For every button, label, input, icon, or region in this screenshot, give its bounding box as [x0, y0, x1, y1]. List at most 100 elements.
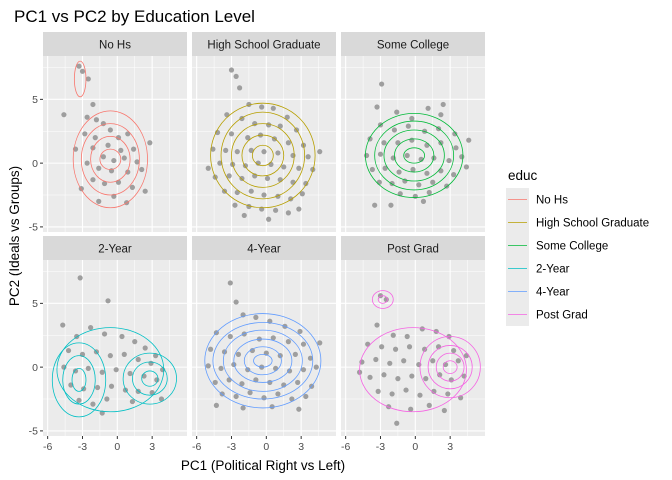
data-point — [76, 63, 82, 69]
data-point — [212, 379, 218, 386]
data-point — [92, 135, 98, 141]
x-tick-label: -3 — [78, 441, 87, 453]
data-point — [383, 296, 389, 303]
panel-background — [341, 56, 485, 232]
density-contours — [204, 313, 322, 409]
data-point — [105, 142, 111, 148]
facet-panel: High School Graduate — [192, 32, 336, 232]
data-point — [111, 157, 117, 164]
data-point — [410, 166, 416, 173]
data-point — [101, 331, 108, 337]
data-point — [205, 165, 211, 171]
data-point — [228, 131, 235, 137]
data-point — [210, 146, 216, 152]
data-point — [134, 159, 140, 165]
data-point — [61, 364, 67, 370]
data-point — [139, 166, 145, 173]
data-point — [255, 160, 261, 166]
density-contour — [231, 123, 295, 188]
data-point — [60, 322, 66, 328]
data-point — [226, 173, 232, 179]
data-point — [235, 351, 242, 357]
data-point — [85, 76, 91, 82]
density-contour — [71, 368, 87, 392]
x-tick-label: -3 — [376, 441, 385, 453]
data-point — [253, 314, 259, 320]
data-point — [389, 391, 395, 397]
points — [60, 275, 166, 416]
data-point — [239, 175, 245, 182]
data-point — [285, 339, 291, 345]
data-point — [228, 67, 235, 73]
data-point — [390, 332, 396, 338]
data-point — [459, 154, 465, 160]
data-point — [205, 363, 211, 369]
panel-background — [192, 56, 336, 232]
facet-strip — [192, 32, 336, 56]
data-point — [307, 355, 314, 361]
legend-item: No Hs — [506, 188, 568, 211]
legend-label: High School Graduate — [536, 218, 649, 230]
data-point — [365, 341, 371, 347]
data-point — [259, 104, 265, 110]
data-point — [451, 347, 457, 354]
data-point — [381, 372, 387, 378]
y-tick-label: -5 — [29, 222, 38, 234]
density-contours — [210, 102, 316, 209]
data-point — [430, 179, 436, 185]
legend-label: 4-Year — [536, 287, 570, 299]
data-point — [268, 161, 274, 168]
density-contour — [132, 361, 168, 396]
data-point — [455, 358, 461, 364]
data-point — [232, 202, 238, 208]
data-point — [231, 361, 237, 368]
x-tick-label: 3 — [447, 441, 453, 453]
data-point — [226, 377, 232, 383]
data-point — [394, 420, 400, 426]
data-point — [463, 164, 470, 170]
data-point — [65, 347, 72, 354]
x-tick-label: 3 — [298, 441, 304, 453]
data-point — [376, 179, 382, 185]
data-point — [300, 341, 307, 347]
data-point — [281, 164, 287, 170]
density-contour — [251, 144, 274, 167]
gridlines — [43, 56, 187, 232]
data-point — [241, 212, 247, 219]
data-point — [142, 345, 148, 351]
data-point — [423, 376, 429, 382]
data-point — [296, 406, 302, 412]
x-tick-label: -6 — [192, 441, 201, 453]
data-point — [300, 367, 307, 373]
data-point — [379, 344, 385, 350]
data-point — [94, 384, 101, 391]
data-point — [246, 101, 252, 108]
data-point — [259, 206, 265, 212]
data-point — [290, 179, 296, 185]
density-contour — [99, 148, 122, 170]
data-point — [227, 280, 233, 286]
data-point — [424, 142, 430, 148]
data-point — [406, 344, 413, 350]
facet-strip — [341, 236, 485, 260]
density-contour — [403, 147, 426, 164]
data-point — [90, 101, 96, 108]
data-point — [245, 367, 251, 373]
facet-strip-label: Post Grad — [387, 244, 439, 256]
data-point — [440, 101, 446, 108]
data-point — [129, 184, 136, 190]
data-point — [387, 360, 393, 366]
legend-label: No Hs — [536, 195, 568, 207]
data-point — [466, 137, 472, 143]
data-point — [104, 396, 110, 402]
data-point — [441, 407, 447, 414]
density-contour — [73, 60, 87, 98]
data-point — [381, 140, 387, 146]
density-contour — [377, 295, 388, 304]
data-point — [96, 165, 102, 171]
legend-title: educ — [508, 168, 538, 183]
data-point — [412, 193, 418, 199]
data-point — [269, 404, 275, 410]
data-point — [286, 368, 293, 374]
data-point — [77, 275, 83, 281]
